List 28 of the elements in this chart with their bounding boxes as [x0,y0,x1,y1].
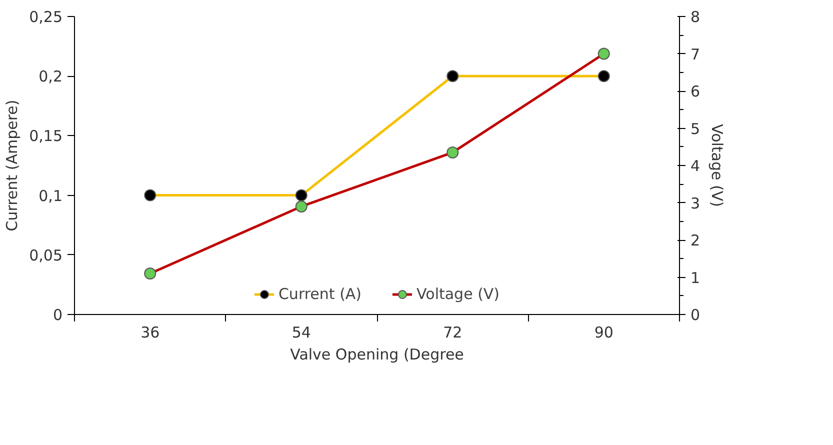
y-axis-title: Current (Ampere) [3,100,22,232]
y-tick-label: 0,1 [38,186,63,205]
y2-tick-label: 2 [690,232,700,250]
y2-tick-label: 5 [690,120,700,138]
x-tick-label: 72 [443,324,462,342]
point [598,48,610,60]
x-tick-label: 54 [292,324,311,342]
y2-tick-label: 0 [690,306,700,324]
y2-tick-label: 1 [690,268,700,287]
point [144,268,156,280]
y-tick-label: 0,05 [29,246,63,264]
y2-axis-title: Voltage (V) [708,124,726,207]
legend-label: Current (A) [278,285,362,303]
y2-tick-label: 7 [690,45,700,64]
y2-tick-label: 4 [690,157,700,175]
x-tick-label: 90 [594,324,614,342]
y2-tick-label: 8 [690,8,700,26]
x-tick-label: 36 [140,324,160,342]
y-tick-label: 0,15 [29,127,63,146]
point [446,146,459,158]
y-tick-label: 0,2 [38,68,63,86]
y2-tick-label: 6 [690,82,700,100]
y2-tick-label: 3 [690,194,700,212]
y-tick-label: 0,25 [29,8,63,26]
y-tick-label: 0 [52,306,63,324]
legend-label: Voltage (V) [416,285,500,303]
point [295,200,308,212]
x-axis-title: Valve Opening (Degree [290,346,464,364]
